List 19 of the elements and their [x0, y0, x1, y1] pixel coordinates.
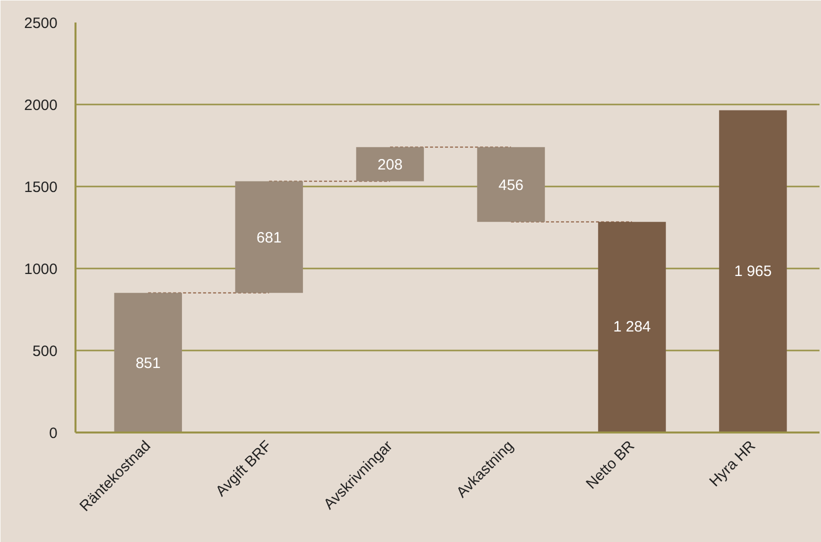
data-label: 456 — [498, 177, 524, 194]
y-tick-label: 1000 — [24, 261, 58, 278]
y-tick-label: 2000 — [24, 97, 58, 114]
bar — [356, 147, 424, 182]
data-label: 1 284 — [613, 318, 651, 336]
data-label: 681 — [256, 230, 282, 247]
bar — [235, 181, 303, 293]
bar — [719, 110, 787, 432]
y-tick-label: 0 — [49, 425, 58, 442]
bar — [477, 147, 545, 222]
y-tick-label: 1500 — [24, 179, 58, 196]
y-tick-label: 500 — [32, 343, 58, 360]
bar — [114, 292, 182, 432]
data-label: 1 965 — [734, 262, 772, 280]
y-tick-label: 2500 — [24, 15, 58, 32]
bar — [598, 222, 666, 432]
x-tick-label: Hyra HR — [706, 437, 760, 490]
data-label: 208 — [378, 156, 403, 174]
data-label: 851 — [136, 355, 161, 372]
